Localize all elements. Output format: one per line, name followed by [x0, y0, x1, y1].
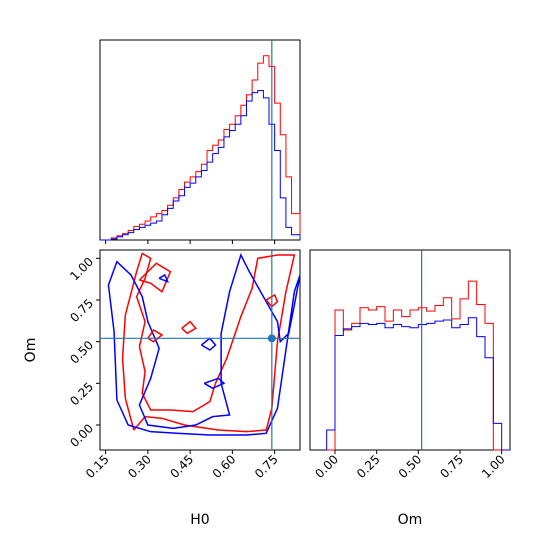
joint-x-tick-label-4: 0.75	[252, 452, 281, 481]
contour-red-7	[181, 320, 197, 335]
contour-blue-6	[203, 377, 226, 390]
contour-red-0	[121, 252, 296, 433]
joint-y-tick-label-0: 0.00	[67, 421, 96, 450]
joint-y-tick-label-4: 1.00	[67, 255, 96, 284]
h0-hist-series-red	[100, 55, 301, 241]
joint-x-tick-label-2: 0.45	[167, 452, 196, 481]
om-hist-series-red	[326, 280, 510, 451]
joint-contour-frame	[99, 249, 301, 451]
om-x-tick-label-4: 1.00	[479, 452, 508, 481]
joint-y-axis-label: Om	[23, 338, 39, 363]
om-x-tick-label-3: 0.75	[437, 452, 466, 481]
joint-contour-panel: 0.15 0.30 0.45 0.60 0.75 0.00 0.25 0.50 0.75 1.0…	[23, 249, 301, 528]
h0-histogram-ticks	[105, 240, 276, 244]
h0-histogram-frame	[99, 39, 301, 241]
om-histogram-panel: 0.00 0.25 0.50 0.75 1.00 Om	[309, 249, 511, 528]
h0-hist-series-blue	[100, 90, 301, 241]
joint-y-tick-label-3: 0.75	[67, 296, 96, 325]
joint-x-axis-label: H0	[190, 512, 209, 528]
om-x-ticks: 0.00 0.25 0.50 0.75 1.00	[312, 450, 508, 481]
om-x-tick-label-2: 0.50	[396, 452, 425, 481]
joint-x-tick-label-0: 0.15	[83, 452, 112, 481]
contour-blue-1	[107, 253, 300, 436]
joint-x-ticks: 0.15 0.30 0.45 0.60 0.75	[83, 450, 281, 481]
om-x-tick-label-0: 0.00	[312, 452, 341, 481]
om-x-tick-label-1: 0.25	[354, 452, 383, 481]
joint-x-tick-label-3: 0.60	[210, 452, 239, 481]
joint-y-tick-label-1: 0.25	[67, 380, 96, 409]
h0-histogram-panel	[99, 39, 301, 244]
contour-blue-5	[200, 337, 217, 351]
contour-blue-4	[158, 273, 169, 284]
om-hist-series-blue	[326, 317, 510, 451]
joint-y-tick-label-2: 0.50	[67, 338, 96, 367]
joint-contours	[107, 252, 300, 436]
om-histogram-frame	[309, 249, 511, 451]
joint-y-ticks: 0.00 0.25 0.50 0.75 1.00	[67, 255, 100, 450]
h0-histogram-series	[100, 55, 301, 241]
contour-red-3	[147, 328, 164, 343]
om-histogram-series	[326, 280, 510, 451]
joint-truth-marker	[267, 334, 276, 343]
om-x-axis-label: Om	[398, 512, 423, 528]
joint-x-tick-label-1: 0.30	[125, 452, 154, 481]
